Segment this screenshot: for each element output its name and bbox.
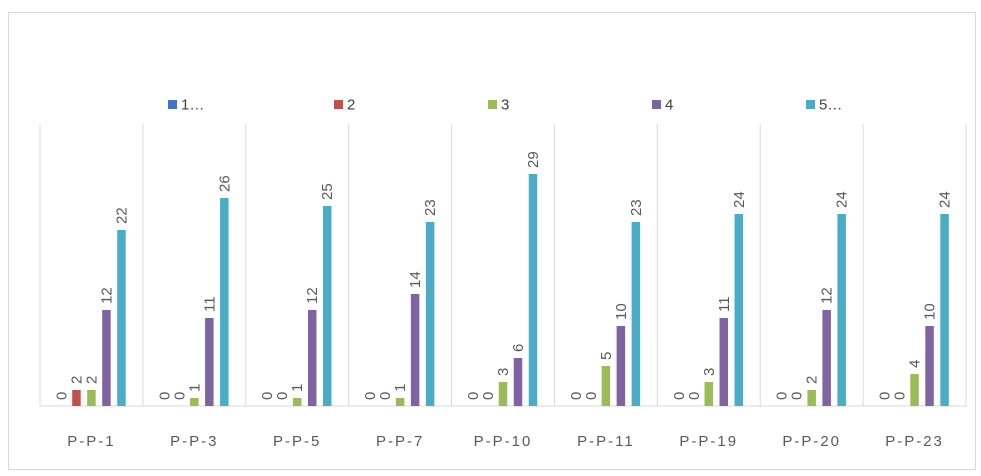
data-label: 0 (362, 392, 379, 400)
data-label: 0 (774, 392, 791, 400)
legend-swatch (168, 100, 177, 109)
legend-swatch (488, 100, 497, 109)
data-label: 0 (171, 392, 188, 400)
legend-swatch (806, 100, 815, 109)
data-label: 3 (701, 368, 718, 376)
bar-P-P-1-s3 (87, 390, 96, 406)
bar-P-P-3-s3 (190, 398, 199, 406)
bar-P-P-5-s4 (307, 310, 317, 406)
bar-P-P-5-s5 (322, 206, 332, 406)
bar-P-P-10-s4 (513, 358, 523, 406)
bar-P-P-23-s5 (940, 214, 949, 406)
data-label: 2 (83, 376, 100, 384)
data-label: 24 (937, 191, 954, 208)
data-label: 4 (907, 360, 924, 368)
data-label: 0 (877, 392, 894, 400)
data-label: 6 (510, 344, 527, 352)
bar-P-P-5-s3 (292, 398, 302, 406)
data-label: 0 (789, 392, 806, 400)
legend-label: 5… (819, 97, 842, 114)
data-label: 0 (480, 392, 497, 400)
data-label: 0 (671, 392, 688, 400)
category-label: P-P-5 (273, 433, 321, 450)
legend-label: 2 (347, 97, 355, 114)
data-label: 0 (274, 392, 291, 400)
data-label: 11 (716, 296, 733, 312)
data-label: 25 (319, 183, 336, 200)
category-label: P-P-11 (577, 433, 635, 450)
legend-swatch (334, 100, 343, 109)
data-label: 26 (216, 175, 233, 192)
bar-P-P-19-s5 (734, 214, 744, 406)
bar-P-P-20-s5 (837, 214, 846, 406)
data-label: 12 (819, 287, 836, 304)
data-label: 1 (186, 384, 203, 392)
bar-P-P-10-s5 (528, 174, 538, 406)
data-label: 2 (804, 376, 821, 384)
data-label: 1 (392, 384, 409, 392)
category-label: P-P-7 (376, 433, 424, 450)
data-label: 0 (53, 392, 70, 400)
category-label: P-P-10 (474, 433, 533, 450)
bar-P-P-11-s4 (616, 326, 626, 406)
data-label: 1 (289, 384, 306, 392)
data-label: 12 (98, 287, 115, 304)
category-label: P-P-19 (679, 433, 738, 450)
bar-P-P-3-s5 (220, 198, 229, 406)
bar-P-P-7-s3 (395, 398, 405, 406)
bar-P-P-11-s5 (631, 222, 641, 406)
data-label: 0 (377, 392, 394, 400)
category-label: P-P-1 (67, 433, 115, 450)
data-label: 11 (201, 296, 218, 312)
bar-P-P-11-s3 (601, 366, 611, 406)
data-label: 23 (422, 199, 439, 216)
legend-label: 4 (665, 97, 673, 114)
data-label: 24 (731, 191, 748, 208)
data-label: 10 (613, 303, 630, 320)
data-label: 0 (259, 392, 276, 400)
legend-label: 3 (501, 97, 509, 114)
bar-P-P-3-s4 (205, 318, 214, 406)
category-label: P-P-20 (782, 433, 841, 450)
data-label: 0 (686, 392, 703, 400)
data-label: 10 (922, 303, 939, 320)
data-label: 12 (304, 287, 321, 304)
bar-P-P-10-s3 (498, 382, 508, 406)
data-label: 23 (628, 199, 645, 216)
data-label: 2 (68, 376, 85, 384)
data-label: 22 (113, 207, 130, 224)
bar-P-P-20-s4 (822, 310, 831, 406)
bar-P-P-7-s5 (425, 222, 435, 406)
bar-P-P-1-s2 (72, 390, 81, 406)
bar-P-P-7-s4 (410, 294, 420, 406)
data-label: 0 (583, 392, 600, 400)
data-label: 0 (568, 392, 585, 400)
data-label: 0 (465, 392, 482, 400)
bar-P-P-19-s4 (719, 318, 729, 406)
bar-P-P-19-s3 (704, 382, 714, 406)
data-label: 29 (525, 151, 542, 168)
legend-swatch (652, 100, 661, 109)
category-label: P-P-3 (170, 433, 218, 450)
data-label: 14 (407, 271, 424, 288)
bar-P-P-1-s4 (102, 310, 111, 406)
bar-P-P-23-s4 (925, 326, 934, 406)
category-label: P-P-23 (885, 433, 944, 450)
legend-label: 1… (181, 97, 204, 114)
bar-P-P-23-s3 (910, 374, 919, 406)
bar-P-P-1-s5 (117, 230, 126, 406)
data-label: 3 (495, 368, 512, 376)
data-label: 0 (892, 392, 909, 400)
data-label: 24 (834, 191, 851, 208)
bar-P-P-20-s3 (807, 390, 816, 406)
data-label: 0 (156, 392, 173, 400)
data-label: 5 (598, 352, 615, 360)
